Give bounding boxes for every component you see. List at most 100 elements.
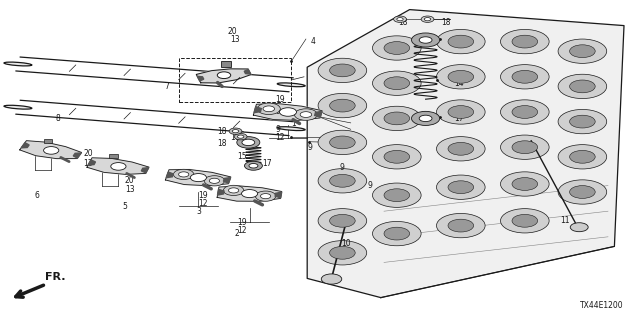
Circle shape (228, 188, 239, 193)
Circle shape (244, 161, 262, 170)
Text: 9: 9 (307, 143, 312, 152)
Circle shape (448, 106, 474, 118)
Ellipse shape (4, 105, 32, 109)
Circle shape (500, 100, 549, 124)
Polygon shape (315, 111, 322, 117)
Circle shape (412, 111, 440, 125)
Circle shape (218, 72, 231, 78)
Circle shape (257, 103, 280, 115)
Text: 12: 12 (275, 133, 285, 142)
Circle shape (318, 58, 367, 83)
Circle shape (419, 115, 432, 122)
Circle shape (384, 150, 410, 163)
Circle shape (372, 71, 421, 95)
Text: 6: 6 (34, 191, 39, 200)
Polygon shape (87, 158, 149, 174)
Text: TX44E1200: TX44E1200 (580, 301, 624, 310)
Text: 16: 16 (454, 37, 464, 46)
Circle shape (372, 183, 421, 207)
Polygon shape (275, 192, 282, 198)
Text: 19: 19 (198, 191, 208, 200)
Circle shape (412, 33, 440, 47)
Circle shape (448, 142, 474, 155)
Polygon shape (196, 69, 251, 83)
Circle shape (330, 246, 355, 259)
FancyBboxPatch shape (109, 154, 118, 158)
Text: FR.: FR. (45, 272, 65, 282)
Polygon shape (218, 189, 224, 195)
Text: 14: 14 (454, 79, 464, 88)
Circle shape (500, 172, 549, 196)
Circle shape (318, 93, 367, 118)
Circle shape (372, 145, 421, 169)
Circle shape (558, 180, 607, 204)
Circle shape (255, 191, 276, 201)
Circle shape (512, 70, 538, 83)
Polygon shape (253, 104, 322, 120)
Circle shape (570, 186, 595, 198)
Text: 9: 9 (339, 164, 344, 172)
Circle shape (424, 18, 431, 21)
Circle shape (448, 219, 474, 232)
Circle shape (234, 133, 247, 140)
Circle shape (190, 173, 207, 182)
Polygon shape (197, 76, 204, 81)
Circle shape (173, 169, 194, 180)
Circle shape (436, 29, 485, 54)
Circle shape (512, 214, 538, 227)
Circle shape (419, 37, 432, 43)
Circle shape (500, 29, 549, 54)
Circle shape (318, 169, 367, 193)
Text: 3: 3 (196, 207, 201, 216)
Circle shape (209, 178, 220, 183)
Circle shape (436, 100, 485, 124)
Text: 18: 18 (218, 140, 227, 148)
Circle shape (512, 178, 538, 190)
Circle shape (111, 163, 126, 170)
Circle shape (280, 108, 296, 116)
Circle shape (570, 115, 595, 128)
Text: 18: 18 (218, 127, 227, 136)
Circle shape (241, 189, 258, 198)
Polygon shape (165, 170, 231, 186)
Circle shape (558, 39, 607, 63)
Text: 20: 20 (227, 28, 237, 36)
Text: 7: 7 (164, 82, 169, 91)
Text: 13: 13 (125, 185, 134, 194)
Text: 1: 1 (291, 119, 296, 128)
Circle shape (512, 35, 538, 48)
Circle shape (242, 139, 255, 146)
Polygon shape (254, 107, 261, 113)
Circle shape (318, 130, 367, 155)
Circle shape (263, 106, 275, 112)
Text: 4: 4 (310, 37, 316, 46)
Circle shape (232, 130, 239, 133)
Text: 18: 18 (442, 18, 451, 27)
Text: 2: 2 (234, 229, 239, 238)
FancyBboxPatch shape (44, 139, 52, 143)
Circle shape (372, 36, 421, 60)
Circle shape (500, 209, 549, 233)
Polygon shape (73, 153, 81, 158)
Circle shape (500, 65, 549, 89)
Ellipse shape (277, 127, 305, 131)
Circle shape (384, 112, 410, 125)
Circle shape (570, 223, 588, 232)
Circle shape (229, 128, 242, 134)
Circle shape (512, 106, 538, 118)
Polygon shape (217, 186, 282, 201)
Circle shape (570, 45, 595, 58)
Text: 10: 10 (341, 239, 351, 248)
Circle shape (448, 35, 474, 48)
Text: 20: 20 (83, 149, 93, 158)
Text: 11: 11 (560, 216, 570, 225)
Text: 19: 19 (237, 218, 246, 227)
Circle shape (384, 227, 410, 240)
Polygon shape (141, 168, 148, 173)
Circle shape (570, 150, 595, 163)
Circle shape (394, 16, 406, 22)
Circle shape (436, 175, 485, 199)
Circle shape (330, 64, 355, 77)
Circle shape (500, 135, 549, 159)
Circle shape (372, 221, 421, 246)
